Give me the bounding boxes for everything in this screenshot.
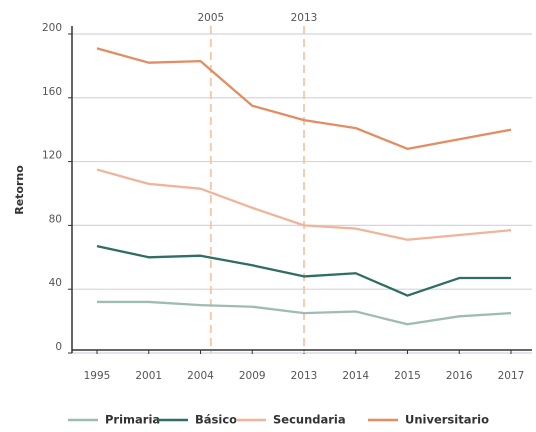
legend-label: Secundaria [273,413,346,427]
annotation-label: 2013 [291,12,318,24]
x-tick-label: 1995 [84,370,111,382]
legend-label: Básico [195,413,237,427]
legend-label: Primaria [105,413,160,427]
y-tick-label: 40 [49,277,62,289]
y-tick-label: 80 [49,213,62,225]
annotation-label: 2005 [197,12,224,24]
x-tick-label: 2004 [187,370,214,382]
y-tick-label: 0 [55,341,62,353]
x-tick-label: 2015 [394,370,421,382]
x-tick-label: 2017 [498,370,525,382]
x-tick-label: 2016 [446,370,473,382]
x-tick-label: 2001 [135,370,162,382]
line-series [96,168,512,241]
y-axis-label: Retorno [13,165,26,215]
line-series [96,245,511,297]
y-tick-label: 200 [42,22,62,34]
x-tick-label: 2009 [239,370,266,382]
line-series [96,47,512,150]
line-series [97,300,512,326]
x-tick-label: 2013 [291,370,318,382]
x-tick-label: 2014 [342,370,369,382]
y-tick-label: 160 [42,86,62,98]
y-tick-label: 120 [42,150,62,162]
legend-label: Universitario [405,413,489,427]
